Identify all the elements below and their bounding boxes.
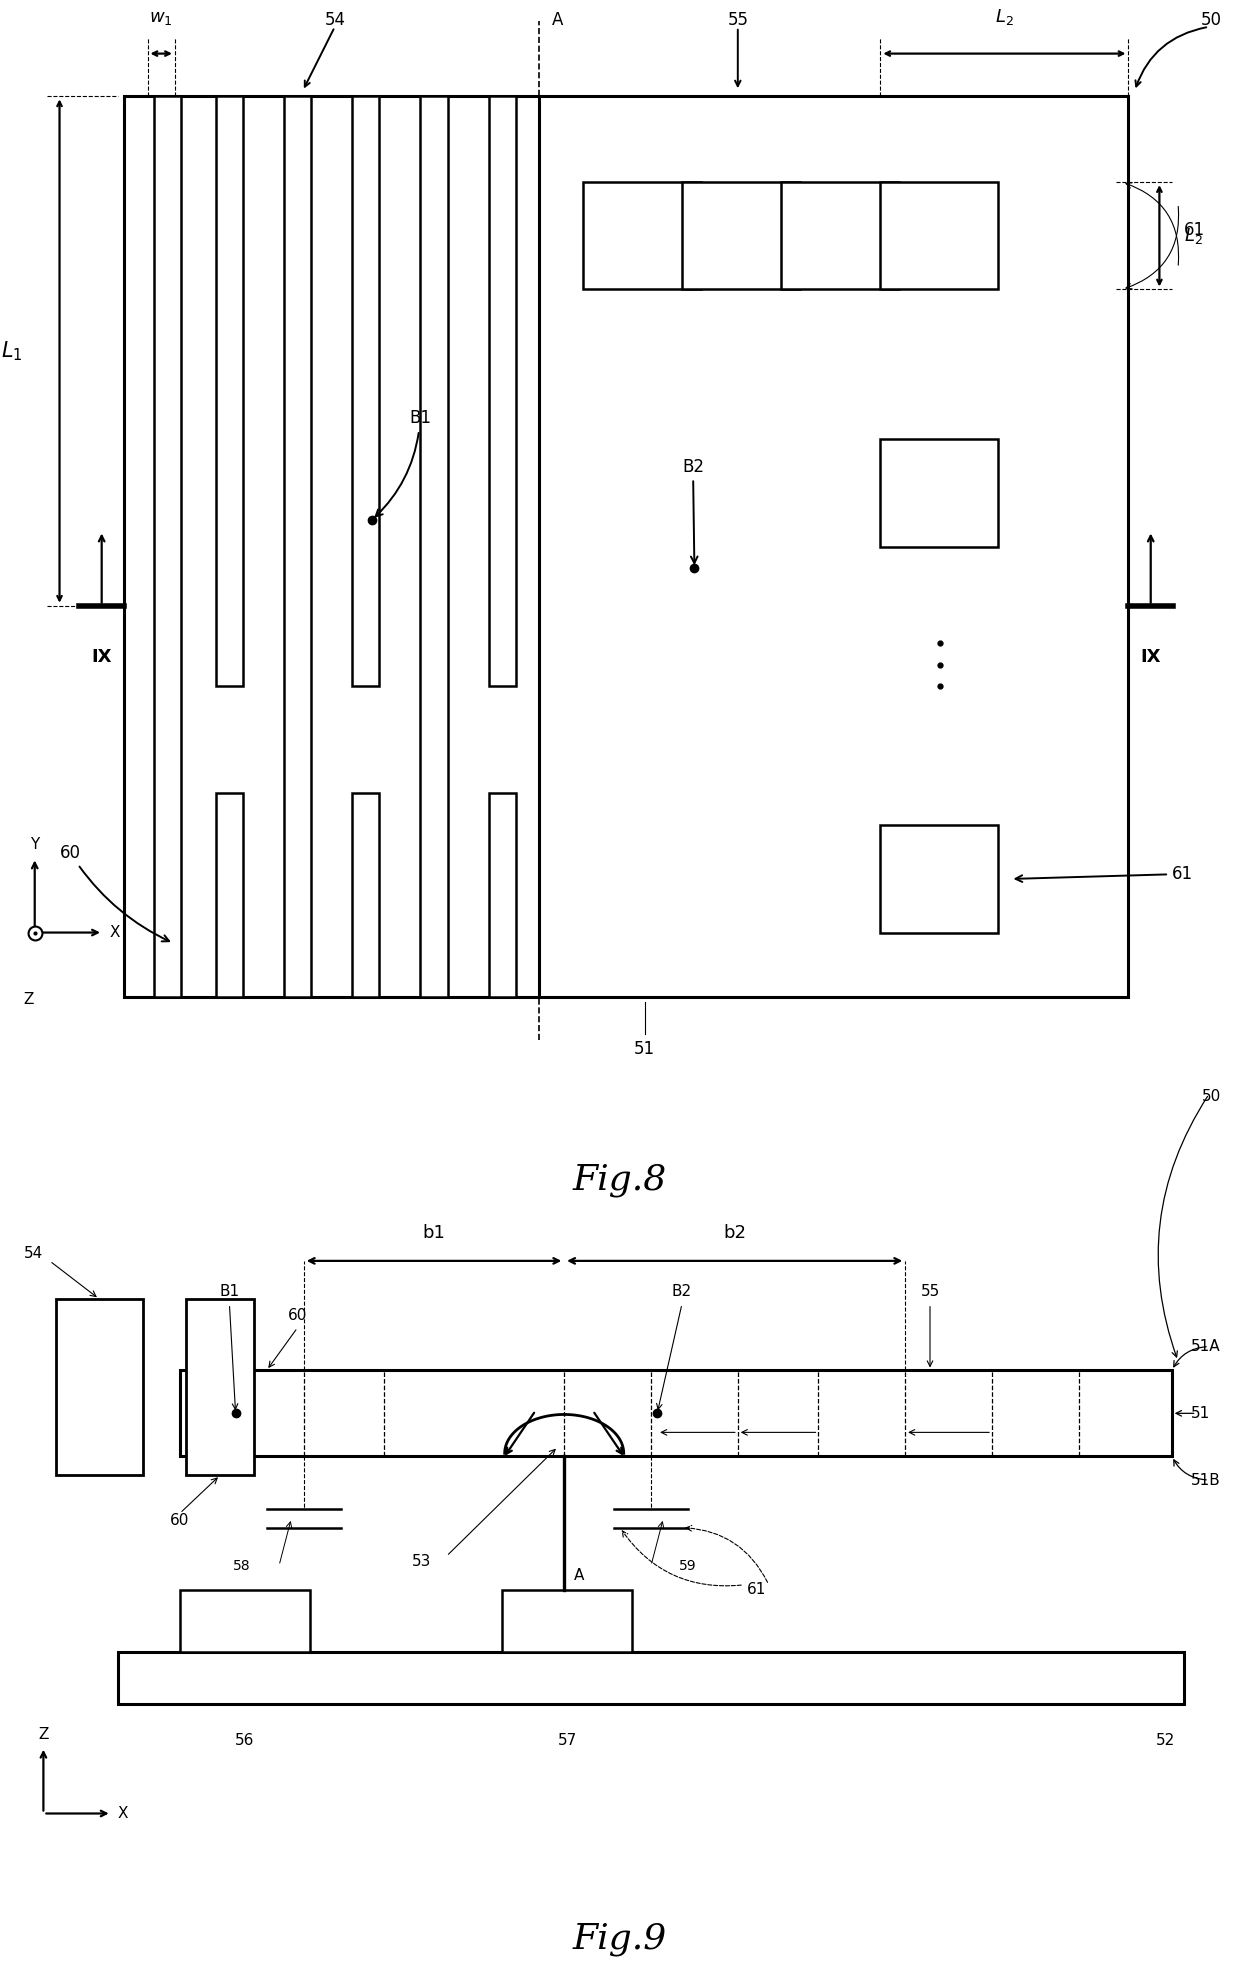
Text: 61: 61 — [1184, 222, 1205, 240]
Bar — [489, 97, 516, 687]
Text: 60: 60 — [288, 1308, 308, 1322]
Bar — [502, 1590, 632, 1652]
Text: 50: 50 — [1200, 10, 1221, 28]
Text: Y: Y — [30, 838, 40, 852]
Text: A: A — [574, 1568, 584, 1582]
Bar — [186, 1298, 254, 1475]
Bar — [56, 1298, 143, 1475]
Bar — [284, 97, 311, 996]
Text: B2: B2 — [672, 1284, 692, 1298]
Text: 55: 55 — [920, 1284, 940, 1298]
Text: $L_2$: $L_2$ — [994, 6, 1014, 26]
Text: $w_1$: $w_1$ — [149, 8, 174, 26]
Text: 61: 61 — [746, 1582, 766, 1598]
Text: IX: IX — [1141, 649, 1161, 667]
Text: b2: b2 — [723, 1225, 746, 1243]
Text: 51: 51 — [1190, 1405, 1210, 1421]
Text: Fig.8: Fig.8 — [573, 1163, 667, 1197]
Bar — [216, 97, 243, 687]
Bar — [880, 826, 998, 933]
Bar — [118, 1652, 1184, 1703]
Text: 60: 60 — [60, 844, 169, 941]
Bar — [352, 97, 379, 687]
Bar — [420, 97, 448, 996]
Text: $L_2$: $L_2$ — [1184, 226, 1203, 246]
Text: X: X — [118, 1806, 128, 1820]
Text: 54: 54 — [325, 10, 345, 28]
Text: 58: 58 — [233, 1558, 250, 1572]
Text: 57: 57 — [558, 1733, 577, 1747]
Text: $L_1$: $L_1$ — [1, 339, 22, 363]
Text: 54: 54 — [24, 1247, 43, 1260]
Bar — [781, 183, 899, 290]
Text: 52: 52 — [1156, 1733, 1176, 1747]
Text: Fig.9: Fig.9 — [573, 1921, 667, 1957]
Text: Z: Z — [38, 1727, 48, 1743]
Bar — [180, 1370, 1172, 1457]
Bar — [583, 183, 701, 290]
Text: 51: 51 — [634, 1040, 656, 1058]
Bar — [489, 794, 516, 996]
Bar — [180, 1590, 310, 1652]
Bar — [880, 439, 998, 546]
Text: B2: B2 — [682, 459, 704, 564]
Text: 51A: 51A — [1190, 1340, 1220, 1354]
Text: 56: 56 — [236, 1733, 254, 1747]
Bar — [154, 97, 181, 996]
Text: 53: 53 — [412, 1554, 432, 1568]
Text: 59: 59 — [680, 1558, 697, 1572]
Bar — [216, 794, 243, 996]
Bar — [124, 97, 1128, 996]
Text: 55: 55 — [728, 10, 748, 28]
Text: 50: 50 — [1202, 1090, 1221, 1104]
Text: B1: B1 — [376, 409, 432, 516]
Text: 51B: 51B — [1190, 1473, 1220, 1487]
Text: B1: B1 — [219, 1284, 239, 1298]
Bar — [682, 183, 800, 290]
Bar — [880, 183, 998, 290]
Bar — [352, 794, 379, 996]
Text: IX: IX — [92, 649, 112, 667]
Text: A: A — [552, 10, 563, 28]
Text: Z: Z — [24, 991, 33, 1006]
Text: 61: 61 — [1016, 865, 1193, 883]
Text: 60: 60 — [170, 1513, 190, 1528]
Text: b1: b1 — [423, 1225, 445, 1243]
Text: X: X — [109, 925, 119, 941]
